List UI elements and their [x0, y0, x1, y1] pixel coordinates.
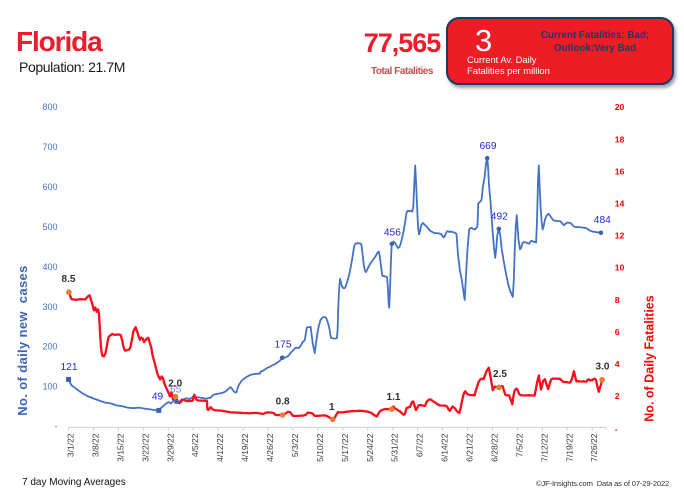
svg-text:6: 6: [615, 327, 620, 337]
svg-text:-: -: [55, 422, 58, 432]
svg-text:6/21/22: 6/21/22: [465, 433, 475, 462]
svg-text:1: 1: [329, 402, 335, 413]
svg-text:669: 669: [480, 141, 497, 152]
svg-text:5/3/22: 5/3/22: [290, 433, 300, 457]
svg-text:65: 65: [170, 385, 182, 396]
svg-text:49: 49: [152, 391, 164, 402]
svg-text:3/22/22: 3/22/22: [140, 433, 150, 462]
svg-text:3.0: 3.0: [596, 361, 610, 372]
svg-text:600: 600: [42, 182, 57, 192]
svg-text:492: 492: [491, 212, 508, 223]
svg-text:7/19/22: 7/19/22: [564, 433, 574, 462]
svg-text:4/5/22: 4/5/22: [190, 433, 200, 457]
svg-text:100: 100: [42, 382, 57, 392]
svg-text:4/26/22: 4/26/22: [265, 433, 275, 462]
svg-text:6/14/22: 6/14/22: [440, 433, 450, 462]
svg-text:3/15/22: 3/15/22: [115, 433, 125, 462]
svg-text:1.1: 1.1: [387, 392, 401, 403]
svg-text:0.8: 0.8: [276, 397, 290, 408]
svg-text:700: 700: [42, 142, 57, 152]
svg-text:No. of daily new cases: No. of daily new cases: [15, 265, 30, 415]
svg-text:121: 121: [61, 362, 78, 373]
svg-text:200: 200: [42, 342, 57, 352]
svg-text:16: 16: [615, 166, 625, 176]
svg-text:6/28/22: 6/28/22: [490, 433, 500, 462]
svg-text:-: -: [615, 424, 618, 434]
svg-text:18: 18: [615, 134, 625, 144]
svg-text:8: 8: [615, 295, 620, 305]
svg-text:3/8/22: 3/8/22: [90, 433, 100, 457]
svg-text:175: 175: [275, 340, 292, 351]
svg-text:484: 484: [594, 215, 611, 226]
svg-text:800: 800: [42, 102, 57, 112]
svg-text:456: 456: [384, 228, 401, 239]
svg-text:20: 20: [615, 102, 625, 112]
svg-text:3/29/22: 3/29/22: [165, 433, 175, 462]
svg-text:6/7/22: 6/7/22: [415, 433, 425, 457]
svg-text:4/19/22: 4/19/22: [240, 433, 250, 462]
svg-text:2.0: 2.0: [168, 378, 182, 389]
svg-text:500: 500: [42, 222, 57, 232]
svg-text:7/12/22: 7/12/22: [539, 433, 549, 462]
svg-text:5/31/22: 5/31/22: [390, 433, 400, 462]
svg-text:8.5: 8.5: [62, 274, 76, 285]
svg-text:2: 2: [615, 391, 620, 401]
svg-text:5/10/22: 5/10/22: [315, 433, 325, 462]
svg-text:12: 12: [615, 231, 625, 241]
svg-text:No. of Daily Fatalities: No. of Daily Fatalities: [643, 295, 657, 421]
svg-text:2.5: 2.5: [493, 369, 507, 380]
svg-text:4/12/22: 4/12/22: [215, 433, 225, 462]
svg-text:400: 400: [42, 262, 57, 272]
svg-text:3/1/22: 3/1/22: [66, 433, 76, 457]
svg-text:4: 4: [615, 359, 620, 369]
svg-text:5/24/22: 5/24/22: [365, 433, 375, 462]
svg-text:14: 14: [615, 199, 625, 209]
svg-text:7/5/22: 7/5/22: [514, 433, 524, 457]
svg-text:10: 10: [615, 263, 625, 273]
svg-text:5/17/22: 5/17/22: [340, 433, 350, 462]
svg-text:300: 300: [42, 302, 57, 312]
svg-text:7/26/22: 7/26/22: [589, 433, 599, 462]
